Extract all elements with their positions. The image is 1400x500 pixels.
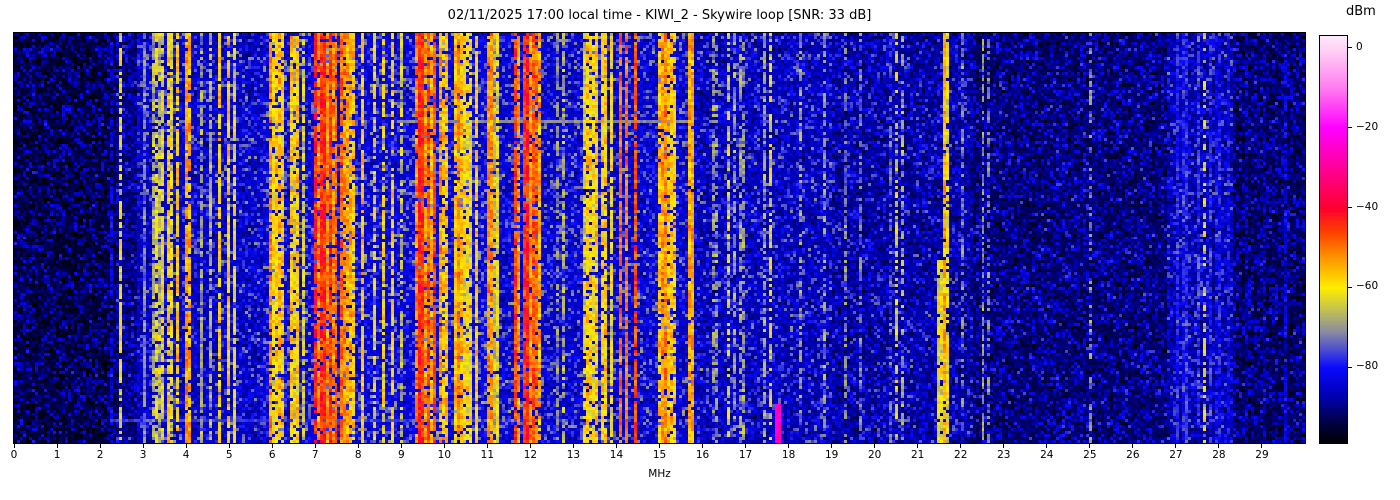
x-tick-mark <box>400 444 402 448</box>
x-tick-mark <box>917 444 919 448</box>
x-tick-mark <box>788 444 790 448</box>
x-tick-mark <box>572 444 574 448</box>
x-tick-mark <box>185 444 187 448</box>
x-tick-label: 11 <box>480 449 495 461</box>
colorbar-tick-label: −80 <box>1356 360 1379 373</box>
x-tick-mark <box>1132 444 1134 448</box>
x-tick-mark <box>314 444 316 448</box>
x-tick-label: 25 <box>1083 449 1097 461</box>
x-tick-label: 27 <box>1169 449 1183 461</box>
x-tick-mark <box>1089 444 1091 448</box>
chart-title: 02/11/2025 17:00 local time - KIWI_2 - S… <box>447 8 872 23</box>
x-tick-mark <box>615 444 617 448</box>
colorbar-tick-mark <box>1348 366 1352 368</box>
x-tick-label: 1 <box>53 449 61 461</box>
x-tick-label: 0 <box>10 449 18 461</box>
x-tick-mark <box>13 444 15 448</box>
x-tick-label: 16 <box>695 449 710 461</box>
x-tick-mark <box>1218 444 1220 448</box>
x-tick-label: 4 <box>182 449 190 461</box>
x-tick-label: 5 <box>225 449 233 461</box>
x-tick-mark <box>529 444 531 448</box>
colorbar-tick-label: −40 <box>1356 200 1379 213</box>
x-tick-mark <box>1261 444 1263 448</box>
x-axis-label: MHz <box>648 468 671 480</box>
colorbar-tick-label: −60 <box>1356 280 1379 293</box>
x-tick-label: 21 <box>911 449 925 461</box>
colorbar-unit-label: dBm <box>1346 4 1376 19</box>
x-tick-mark <box>1175 444 1177 448</box>
x-tick-mark <box>1046 444 1048 448</box>
x-tick-label: 22 <box>954 449 968 461</box>
x-tick-mark <box>486 444 488 448</box>
x-tick-label: 23 <box>997 449 1011 461</box>
x-tick-label: 29 <box>1255 449 1269 461</box>
x-tick-label: 2 <box>96 449 104 461</box>
colorbar-tick-mark <box>1348 207 1352 209</box>
x-tick-label: 9 <box>397 449 405 461</box>
x-tick-mark <box>702 444 704 448</box>
x-tick-mark <box>1003 444 1005 448</box>
x-tick-mark <box>659 444 660 448</box>
x-tick-mark <box>142 444 144 448</box>
x-tick-label: 26 <box>1126 449 1140 461</box>
x-tick-label: 19 <box>824 449 839 461</box>
x-tick-label: 12 <box>523 449 538 461</box>
x-tick-mark <box>960 444 962 448</box>
x-tick-label: 15 <box>652 449 667 461</box>
x-tick-mark <box>874 444 876 448</box>
x-tick-label: 28 <box>1212 449 1226 461</box>
x-tick-label: 6 <box>268 449 276 461</box>
x-tick-mark <box>228 444 230 448</box>
x-tick-mark <box>745 444 747 448</box>
colorbar-tick-mark <box>1348 47 1352 49</box>
spectrogram-heatmap <box>13 32 1306 444</box>
x-tick-mark <box>56 444 58 448</box>
x-tick-label: 7 <box>311 449 319 461</box>
colorbar-tick-mark <box>1348 286 1352 288</box>
x-tick-label: 10 <box>437 449 452 461</box>
x-tick-label: 24 <box>1040 449 1054 461</box>
x-tick-label: 13 <box>566 449 581 461</box>
colorbar-gradient <box>1319 35 1348 444</box>
x-tick-label: 3 <box>139 449 147 461</box>
x-tick-label: 18 <box>781 449 796 461</box>
x-tick-mark <box>357 444 359 448</box>
x-tick-label: 17 <box>738 449 753 461</box>
x-tick-mark <box>831 444 833 448</box>
colorbar-tick-label: −20 <box>1356 120 1379 133</box>
colorbar-tick-label: 0 <box>1356 40 1363 53</box>
x-tick-mark <box>443 444 445 448</box>
x-tick-mark <box>271 444 273 448</box>
x-tick-label: 8 <box>354 449 362 461</box>
x-tick-mark <box>99 444 101 448</box>
x-tick-label: 20 <box>867 449 882 461</box>
x-tick-label: 14 <box>609 449 624 461</box>
colorbar-tick-mark <box>1348 127 1352 129</box>
